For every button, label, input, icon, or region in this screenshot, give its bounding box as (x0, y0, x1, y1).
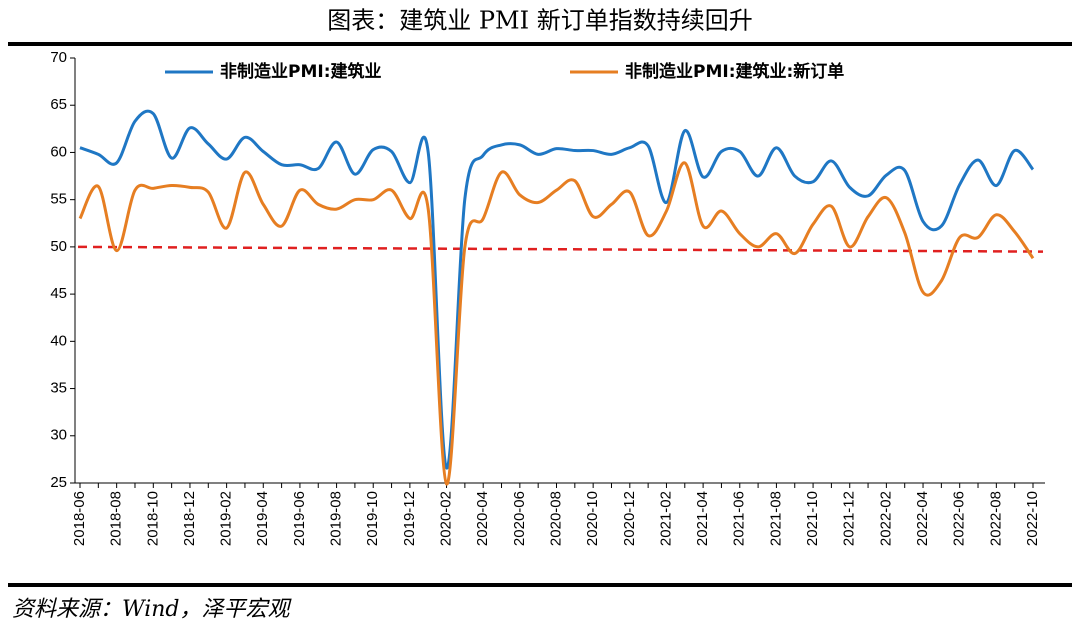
x-tick-label: 2021-02 (657, 491, 674, 546)
legend-label: 非制造业PMI:建筑业 (220, 61, 382, 82)
y-tick-label: 70 (50, 49, 67, 66)
x-tick-label: 2018-08 (108, 491, 125, 546)
x-tick-label: 2022-10 (1024, 491, 1041, 546)
x-tick-label: 2021-12 (841, 491, 858, 546)
y-tick-label: 60 (50, 143, 67, 160)
x-tick-label: 2018-12 (181, 491, 198, 546)
y-tick-label: 55 (50, 191, 67, 208)
x-tick-label: 2019-08 (328, 491, 345, 546)
series-line (78, 161, 1035, 486)
legend-label: 非制造业PMI:建筑业:新订单 (625, 61, 844, 82)
x-tick-label: 2019-12 (401, 491, 418, 546)
y-tick-label: 50 (50, 238, 67, 255)
top-rule (8, 42, 1072, 46)
y-tick-label: 45 (50, 285, 67, 302)
y-tick-label: 35 (50, 380, 67, 397)
series-line (79, 109, 1035, 470)
x-tick-label: 2019-02 (218, 491, 235, 546)
y-tick-label: 30 (50, 427, 67, 444)
source: 资料来源：Wind，泽平宏观 (12, 597, 293, 622)
x-tick-label: 2020-10 (584, 491, 601, 546)
x-tick-label: 2020-12 (621, 491, 638, 546)
x-tick-label: 2021-08 (767, 491, 784, 546)
x-tick-label: 2020-02 (438, 491, 455, 546)
x-tick-label: 2022-04 (914, 491, 931, 546)
y-tick-label: 65 (50, 96, 67, 113)
x-tick-label: 2019-10 (364, 491, 381, 546)
bottom-rule (8, 583, 1072, 587)
x-tick-label: 2020-04 (474, 491, 491, 546)
x-tick-label: 2020-06 (511, 491, 528, 546)
y-tick-label: 25 (50, 474, 67, 491)
x-tick-label: 2022-02 (877, 491, 894, 546)
x-tick-label: 2018-06 (71, 491, 88, 546)
x-tick-label: 2021-10 (804, 491, 821, 546)
x-tick-label: 2019-06 (291, 491, 308, 546)
x-tick-label: 2022-08 (987, 491, 1004, 546)
x-tick-label: 2022-06 (951, 491, 968, 546)
x-tick-label: 2021-06 (731, 491, 748, 546)
reference-line (77, 245, 1044, 253)
y-tick-label: 40 (50, 332, 67, 349)
x-tick-label: 2020-08 (547, 491, 564, 546)
x-tick-label: 2018-10 (144, 491, 161, 546)
x-tick-label: 2019-04 (254, 491, 271, 546)
x-tick-label: 2021-04 (694, 491, 711, 546)
chart-title: 图表：建筑业 PMI 新订单指数持续回升 (327, 7, 752, 35)
